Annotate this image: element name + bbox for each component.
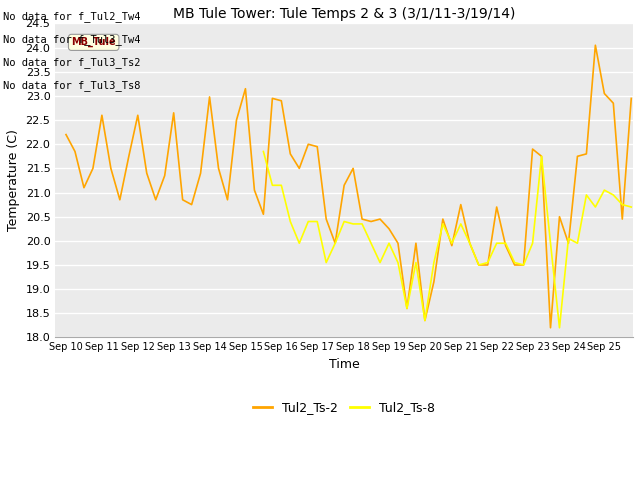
Tul2_Ts-8 bbox=[376, 260, 384, 265]
Tul2_Ts-8 bbox=[314, 218, 321, 224]
Tul2_Ts-8 bbox=[340, 218, 348, 224]
Tul2_Ts-8 bbox=[591, 204, 599, 210]
Tul2_Ts-8 bbox=[582, 192, 590, 198]
Tul2_Ts-2 bbox=[627, 96, 635, 101]
Tul2_Ts-8 bbox=[573, 240, 581, 246]
Tul2_Ts-8 bbox=[394, 260, 402, 265]
Tul2_Ts-8 bbox=[323, 260, 330, 265]
Tul2_Ts-2 bbox=[134, 112, 141, 118]
Text: No data for f_Tul3_Ts2: No data for f_Tul3_Ts2 bbox=[3, 57, 141, 68]
Tul2_Ts-8 bbox=[475, 262, 483, 268]
Tul2_Ts-8 bbox=[484, 260, 492, 265]
Tul2_Ts-8 bbox=[260, 149, 268, 155]
Text: No data for f_Tul3_Ts8: No data for f_Tul3_Ts8 bbox=[3, 80, 141, 91]
Line: Tul2_Ts-8: Tul2_Ts-8 bbox=[264, 152, 631, 328]
Tul2_Ts-8 bbox=[564, 236, 572, 241]
Tul2_Ts-2 bbox=[62, 132, 70, 137]
Tul2_Ts-8 bbox=[556, 325, 563, 331]
Tul2_Ts-8 bbox=[439, 221, 447, 227]
Tul2_Ts-2 bbox=[547, 325, 554, 331]
Tul2_Ts-2 bbox=[421, 318, 429, 324]
Tul2_Ts-8 bbox=[287, 218, 294, 224]
Tul2_Ts-2 bbox=[296, 166, 303, 171]
Line: Tul2_Ts-2: Tul2_Ts-2 bbox=[66, 45, 631, 328]
Tul2_Ts-8 bbox=[520, 262, 527, 268]
Y-axis label: Temperature (C): Temperature (C) bbox=[7, 130, 20, 231]
Tul2_Ts-8 bbox=[269, 182, 276, 188]
Text: No data for f_Tul2_Tw4: No data for f_Tul2_Tw4 bbox=[3, 11, 141, 22]
Legend: Tul2_Ts-2, Tul2_Ts-8: Tul2_Ts-2, Tul2_Ts-8 bbox=[248, 396, 440, 419]
Tul2_Ts-8 bbox=[332, 240, 339, 246]
Tul2_Ts-8 bbox=[305, 218, 312, 224]
Tul2_Ts-8 bbox=[618, 202, 626, 207]
Tul2_Ts-2 bbox=[591, 42, 599, 48]
Title: MB Tule Tower: Tule Temps 2 & 3 (3/1/11-3/19/14): MB Tule Tower: Tule Temps 2 & 3 (3/1/11-… bbox=[173, 7, 515, 21]
Tul2_Ts-8 bbox=[538, 154, 545, 159]
Tul2_Ts-8 bbox=[448, 240, 456, 246]
Tul2_Ts-2 bbox=[340, 182, 348, 188]
Tul2_Ts-8 bbox=[493, 240, 500, 246]
Tul2_Ts-8 bbox=[403, 306, 411, 312]
X-axis label: Time: Time bbox=[329, 358, 360, 371]
Tul2_Ts-8 bbox=[385, 240, 393, 246]
Tul2_Ts-8 bbox=[609, 192, 617, 198]
Text: No data for f_Tul3_Tw4: No data for f_Tul3_Tw4 bbox=[3, 34, 141, 45]
Tul2_Ts-8 bbox=[600, 187, 608, 193]
Tul2_Ts-2 bbox=[376, 216, 384, 222]
Tul2_Ts-8 bbox=[278, 182, 285, 188]
Tul2_Ts-8 bbox=[412, 260, 420, 265]
Tul2_Ts-8 bbox=[511, 260, 518, 265]
Tul2_Ts-8 bbox=[349, 221, 357, 227]
Tul2_Ts-8 bbox=[466, 240, 474, 246]
Text: MB_Tule: MB_Tule bbox=[72, 37, 116, 48]
Tul2_Ts-8 bbox=[502, 240, 509, 246]
Tul2_Ts-8 bbox=[430, 260, 438, 265]
Tul2_Ts-8 bbox=[358, 221, 366, 227]
Tul2_Ts-8 bbox=[627, 204, 635, 210]
Tul2_Ts-8 bbox=[367, 240, 375, 246]
Tul2_Ts-8 bbox=[421, 318, 429, 324]
Tul2_Ts-8 bbox=[547, 240, 554, 246]
Tul2_Ts-8 bbox=[296, 240, 303, 246]
Tul2_Ts-8 bbox=[529, 240, 536, 246]
Tul2_Ts-8 bbox=[457, 221, 465, 227]
Tul2_Ts-2 bbox=[430, 279, 438, 285]
